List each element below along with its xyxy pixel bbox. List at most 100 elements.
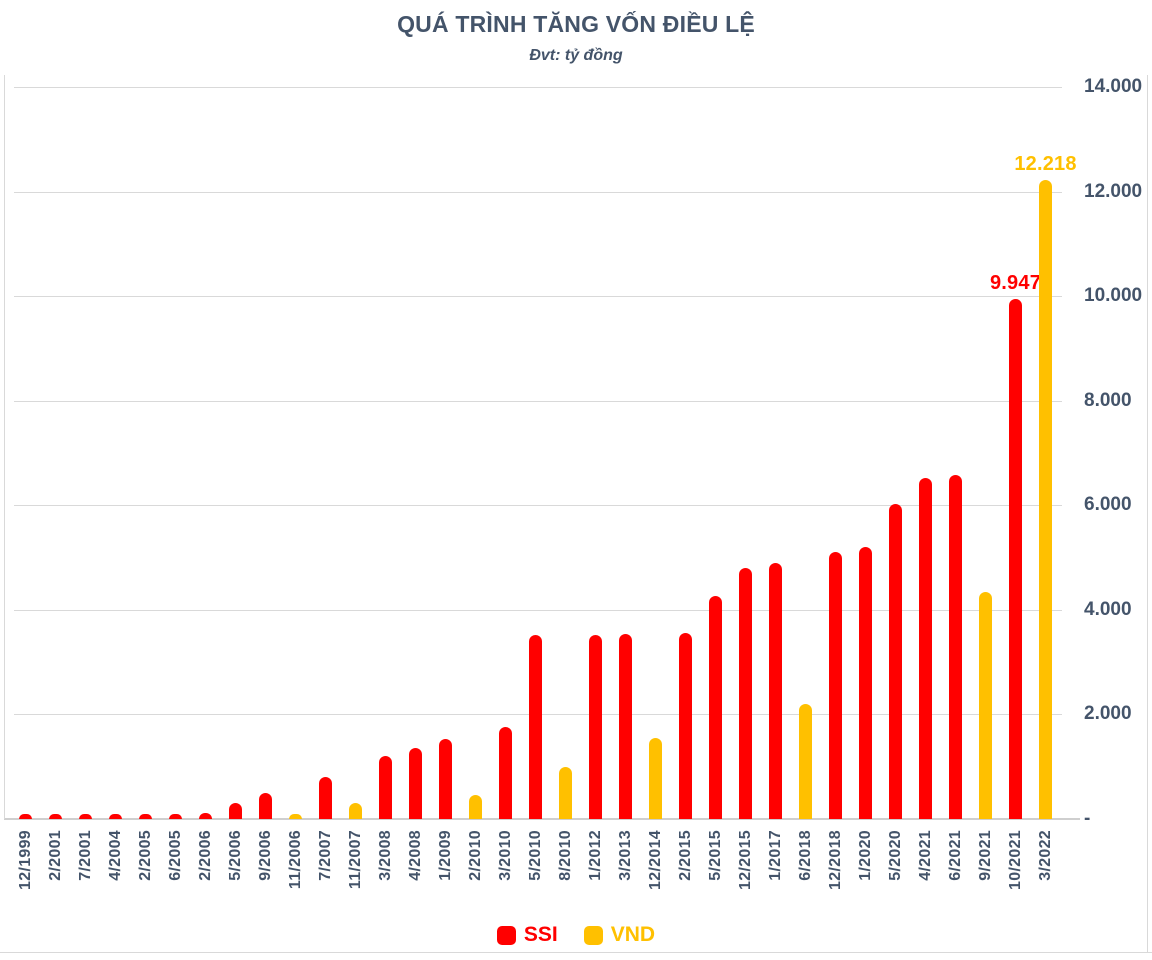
bar-vnd-9/2021: [979, 591, 992, 819]
bar-ssi-5/2006: [229, 803, 242, 819]
left-border-line: [4, 75, 5, 819]
bar-ssi-3/2010: [499, 727, 512, 819]
x-tick-label: 2/2001: [46, 830, 64, 881]
x-tick-label: 2/2005: [136, 830, 154, 881]
bar-ssi-7/2001: [79, 814, 92, 819]
legend-label-vnd: VND: [610, 923, 656, 946]
bottom-border-line: [0, 952, 1152, 953]
bar-ssi-2/2015: [679, 632, 692, 819]
bar-vnd-12/2014: [649, 737, 662, 819]
bar-ssi-1/2012: [589, 634, 602, 819]
bar-value-label: 9.947: [989, 271, 1042, 294]
x-tick-label: 1/2012: [586, 830, 604, 881]
bar-vnd-2/2010: [469, 795, 482, 819]
gridline: [14, 191, 1062, 193]
legend: SSI VND: [0, 920, 1152, 950]
x-tick-label: 6/2021: [946, 830, 964, 881]
y-tick-label: 12.000: [1084, 180, 1143, 202]
bar-ssi-3/2013: [619, 634, 632, 819]
y-tick-label: 10.000: [1084, 285, 1143, 307]
bar-ssi-5/2020: [889, 503, 902, 819]
bar-ssi-7/2007: [319, 777, 332, 819]
gridline: [14, 505, 1062, 507]
bar-ssi-12/1999: [19, 814, 32, 819]
chart-title: QUÁ TRÌNH TĂNG VỐN ĐIỀU LỆ: [397, 11, 755, 37]
bar-ssi-4/2008: [409, 747, 422, 819]
x-tick-label: 12/1999: [16, 830, 34, 890]
x-tick-label: 11/2007: [346, 830, 364, 890]
chart-subtitle: Đvt: tỷ đồng: [529, 47, 623, 64]
bar-vnd-3/2022: [1039, 180, 1052, 819]
bar-ssi-2/2001: [49, 814, 62, 819]
x-tick-label: 3/2022: [1036, 830, 1054, 881]
x-tick-label: 4/2004: [106, 830, 124, 881]
bar-vnd-11/2006: [289, 814, 302, 819]
x-tick-label: 6/2018: [796, 830, 814, 881]
bar-vnd-6/2018: [799, 703, 812, 819]
x-tick-label: 11/2006: [286, 830, 304, 890]
bar-ssi-4/2004: [109, 814, 122, 819]
bar-ssi-1/2017: [769, 562, 782, 819]
legend-swatch-ssi: [496, 925, 516, 945]
y-tick-label: 2.000: [1084, 703, 1132, 725]
x-tick-label: 1/2020: [856, 830, 874, 881]
x-tick-label: 9/2006: [256, 830, 274, 881]
x-tick-label: 7/2007: [316, 830, 334, 881]
bar-ssi-6/2005: [169, 814, 182, 819]
x-tick-label: 3/2010: [496, 830, 514, 881]
x-tick-label: 8/2010: [556, 830, 574, 881]
x-tick-label: 3/2008: [376, 830, 394, 881]
bar-ssi-5/2015: [709, 595, 722, 819]
bar-ssi-12/2018: [829, 552, 842, 819]
x-axis-line: [4, 818, 1080, 820]
bar-ssi-9/2006: [259, 792, 272, 819]
bar-ssi-1/2009: [439, 738, 452, 819]
x-tick-label: 2/2015: [676, 830, 694, 881]
y-tick-label: 8.000: [1084, 389, 1132, 411]
x-tick-label: 5/2020: [886, 830, 904, 881]
bar-value-label: 12.218: [1014, 153, 1077, 176]
x-tick-label: 10/2021: [1006, 830, 1024, 890]
gridline: [14, 609, 1062, 611]
x-tick-label: 5/2006: [226, 830, 244, 881]
bar-ssi-5/2010: [529, 635, 542, 819]
bar-vnd-8/2010: [559, 766, 572, 819]
bar-ssi-4/2021: [919, 478, 932, 819]
x-tick-label: 5/2015: [706, 830, 724, 881]
gridline: [14, 400, 1062, 402]
bar-ssi-6/2021: [949, 475, 962, 819]
x-tick-label: 6/2005: [166, 830, 184, 881]
x-tick-label: 1/2009: [436, 830, 454, 881]
legend-label-ssi: SSI: [523, 923, 558, 946]
bar-vnd-11/2007: [349, 803, 362, 819]
x-tick-label: 4/2021: [916, 830, 934, 881]
x-tick-label: 7/2001: [76, 830, 94, 881]
x-tick-label: 12/2018: [826, 830, 844, 890]
x-tick-label: 12/2015: [736, 830, 754, 890]
y-tick-label: 4.000: [1084, 598, 1132, 620]
y-tick-label: -: [1084, 808, 1091, 829]
bar-ssi-3/2008: [379, 756, 392, 819]
legend-swatch-vnd: [583, 925, 603, 945]
x-tick-label: 12/2014: [646, 830, 664, 890]
legend-item-vnd: VND: [583, 923, 656, 947]
x-tick-label: 9/2021: [976, 830, 994, 881]
x-tick-label: 1/2017: [766, 830, 784, 881]
y-tick-label: 14.000: [1084, 76, 1143, 97]
x-tick-label: 3/2013: [616, 830, 634, 881]
gridline: [14, 296, 1062, 298]
bar-ssi-2/2005: [139, 814, 152, 819]
x-tick-label: 4/2008: [406, 830, 424, 881]
gridline: [14, 87, 1062, 88]
bar-ssi-10/2021: [1009, 298, 1022, 819]
bar-ssi-12/2015: [739, 568, 752, 819]
legend-item-ssi: SSI: [496, 923, 558, 947]
bar-ssi-1/2020: [859, 547, 872, 819]
y-tick-label: 6.000: [1084, 494, 1132, 516]
right-border-line: [1147, 75, 1148, 953]
bar-ssi-2/2006: [199, 812, 212, 819]
x-tick-label: 2/2006: [196, 830, 214, 881]
x-tick-label: 5/2010: [526, 830, 544, 881]
x-tick-label: 2/2010: [466, 830, 484, 881]
